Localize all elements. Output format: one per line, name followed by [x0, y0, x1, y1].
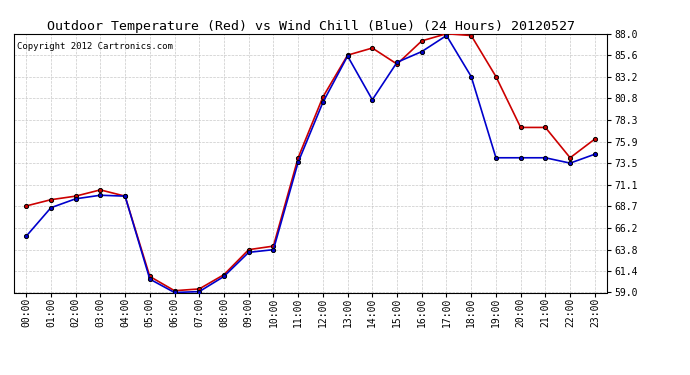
Title: Outdoor Temperature (Red) vs Wind Chill (Blue) (24 Hours) 20120527: Outdoor Temperature (Red) vs Wind Chill …	[46, 20, 575, 33]
Text: Copyright 2012 Cartronics.com: Copyright 2012 Cartronics.com	[17, 42, 172, 51]
